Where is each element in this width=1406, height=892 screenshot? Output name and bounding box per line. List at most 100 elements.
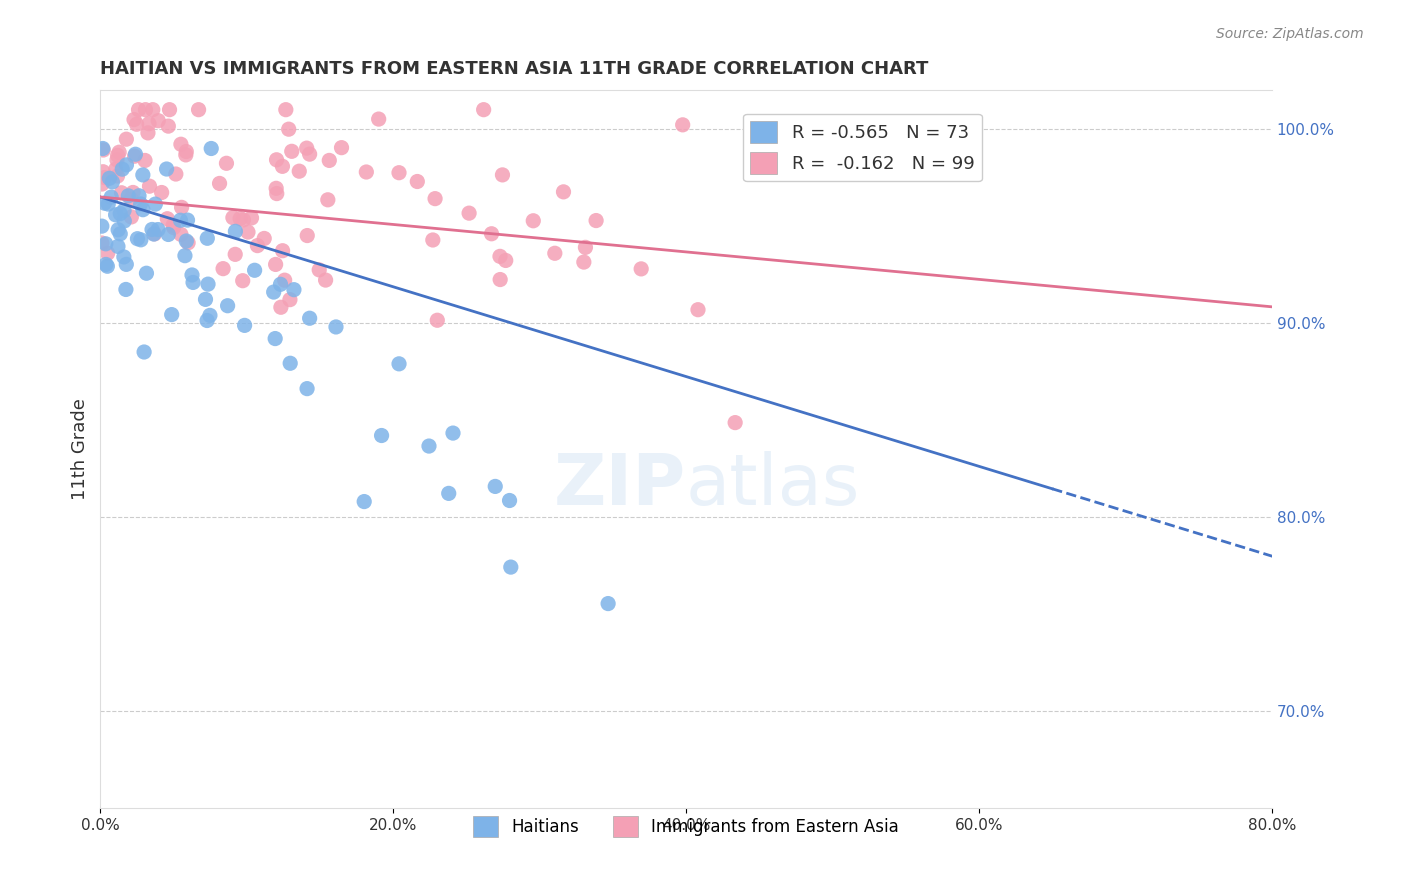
Immigrants from Eastern Asia	[128, 103, 150, 117]
Immigrants from Eastern Asia	[108, 145, 131, 160]
Haitians	[135, 266, 157, 280]
Immigrants from Eastern Asia	[266, 186, 288, 201]
Haitians	[499, 560, 522, 574]
Immigrants from Eastern Asia	[134, 103, 156, 117]
Haitians	[112, 203, 135, 218]
Immigrants from Eastern Asia	[277, 122, 299, 136]
Haitians	[263, 285, 285, 299]
Immigrants from Eastern Asia	[422, 233, 444, 247]
Immigrants from Eastern Asia	[298, 147, 321, 161]
Immigrants from Eastern Asia	[472, 103, 495, 117]
Immigrants from Eastern Asia	[91, 143, 114, 157]
Immigrants from Eastern Asia	[157, 119, 180, 133]
Haitians	[200, 141, 222, 155]
Haitians	[132, 345, 155, 359]
Haitians	[270, 277, 292, 292]
Haitians	[437, 486, 460, 500]
Haitians	[325, 320, 347, 334]
Immigrants from Eastern Asia	[165, 167, 187, 181]
Haitians	[93, 196, 115, 211]
Haitians	[243, 263, 266, 277]
Immigrants from Eastern Asia	[91, 165, 114, 179]
Immigrants from Eastern Asia	[278, 293, 301, 307]
Immigrants from Eastern Asia	[246, 238, 269, 252]
Immigrants from Eastern Asia	[170, 200, 193, 214]
Legend: Haitians, Immigrants from Eastern Asia: Haitians, Immigrants from Eastern Asia	[467, 810, 905, 843]
Haitians	[115, 158, 138, 172]
Immigrants from Eastern Asia	[522, 213, 544, 227]
Haitians	[94, 236, 117, 251]
Haitians	[157, 227, 180, 242]
Immigrants from Eastern Asia	[174, 148, 197, 162]
Haitians	[169, 213, 191, 227]
Immigrants from Eastern Asia	[107, 148, 129, 162]
Haitians	[110, 227, 132, 241]
Immigrants from Eastern Asia	[686, 302, 709, 317]
Haitians	[295, 382, 318, 396]
Immigrants from Eastern Asia	[174, 145, 197, 159]
Haitians	[160, 308, 183, 322]
Immigrants from Eastern Asia	[107, 169, 129, 183]
Immigrants from Eastern Asia	[150, 186, 173, 200]
Immigrants from Eastern Asia	[491, 168, 513, 182]
Haitians	[176, 213, 198, 227]
Immigrants from Eastern Asia	[229, 211, 252, 226]
Haitians	[441, 426, 464, 441]
Haitians	[129, 197, 152, 211]
Immigrants from Eastern Asia	[143, 227, 166, 241]
Haitians	[132, 202, 155, 217]
Immigrants from Eastern Asia	[574, 240, 596, 254]
Immigrants from Eastern Asia	[264, 181, 287, 195]
Haitians	[132, 168, 155, 182]
Immigrants from Eastern Asia	[125, 117, 148, 131]
Haitians	[353, 494, 375, 508]
Immigrants from Eastern Asia	[288, 164, 311, 178]
Haitians	[174, 249, 197, 263]
Haitians	[96, 259, 118, 273]
Immigrants from Eastern Asia	[273, 273, 295, 287]
Immigrants from Eastern Asia	[544, 246, 567, 260]
Haitians	[143, 197, 166, 211]
Immigrants from Eastern Asia	[271, 159, 294, 173]
Haitians	[224, 224, 246, 238]
Text: atlas: atlas	[686, 450, 860, 520]
Haitians	[107, 239, 129, 253]
Immigrants from Eastern Asia	[120, 192, 142, 206]
Haitians	[112, 214, 135, 228]
Immigrants from Eastern Asia	[266, 153, 288, 167]
Immigrants from Eastern Asia	[232, 274, 254, 288]
Haitians	[484, 479, 506, 493]
Immigrants from Eastern Asia	[208, 177, 231, 191]
Immigrants from Eastern Asia	[122, 112, 145, 127]
Immigrants from Eastern Asia	[215, 156, 238, 170]
Immigrants from Eastern Asia	[163, 220, 186, 235]
Immigrants from Eastern Asia	[553, 185, 575, 199]
Y-axis label: 11th Grade: 11th Grade	[72, 399, 89, 500]
Immigrants from Eastern Asia	[90, 235, 112, 250]
Haitians	[97, 197, 120, 211]
Immigrants from Eastern Asia	[240, 211, 263, 225]
Immigrants from Eastern Asia	[222, 211, 245, 225]
Haitians	[112, 250, 135, 264]
Immigrants from Eastern Asia	[724, 416, 747, 430]
Haitians	[195, 231, 218, 245]
Immigrants from Eastern Asia	[253, 231, 276, 245]
Immigrants from Eastern Asia	[281, 145, 304, 159]
Haitians	[181, 276, 204, 290]
Haitians	[101, 175, 124, 189]
Haitians	[146, 222, 169, 236]
Immigrants from Eastern Asia	[138, 179, 160, 194]
Haitians	[110, 207, 132, 221]
Haitians	[181, 268, 204, 282]
Haitians	[141, 222, 163, 236]
Haitians	[195, 313, 218, 327]
Immigrants from Eastern Asia	[134, 153, 156, 168]
Immigrants from Eastern Asia	[489, 272, 512, 286]
Haitians	[91, 141, 114, 155]
Haitians	[370, 428, 392, 442]
Haitians	[194, 293, 217, 307]
Immigrants from Eastern Asia	[97, 246, 120, 260]
Haitians	[124, 147, 146, 161]
Haitians	[90, 219, 112, 234]
Immigrants from Eastern Asia	[489, 249, 512, 263]
